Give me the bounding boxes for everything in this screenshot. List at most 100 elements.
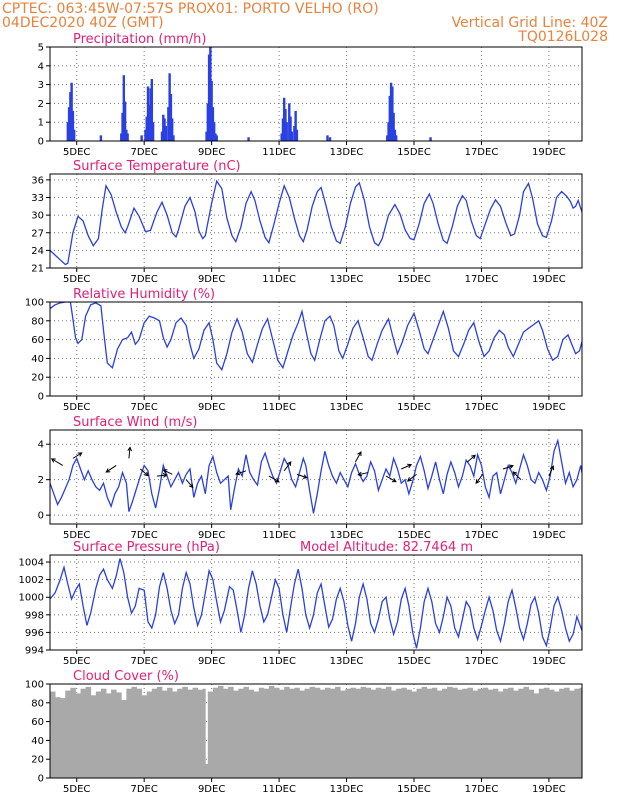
cloud-column-85: [477, 688, 484, 778]
cloud-xlabel-4: 13DEC: [330, 784, 364, 795]
rh-ylabel-1: 20: [31, 373, 44, 384]
cloud-column-78: [442, 688, 448, 778]
precip-xlabel-0: 5DEC: [63, 147, 90, 158]
precip-bar-22: [162, 114, 165, 141]
cloud-column-52: [309, 686, 316, 778]
wind-arrow-head-11: [302, 474, 308, 479]
precip-ylabel-0: 0: [38, 137, 44, 148]
wind-arrow-head-21: [549, 465, 555, 471]
wind-arrow-head-9: [274, 477, 280, 483]
cloud-xlabel-1: 7DEC: [130, 784, 157, 795]
temp-ylabel-3: 30: [31, 211, 44, 222]
precip-bar-48: [293, 125, 296, 141]
pres-title: Surface Pressure (hPa): [73, 540, 220, 555]
precip-bar-41: [281, 118, 285, 141]
wind-xlabel-4: 13DEC: [330, 530, 364, 541]
precip-bar-1: [67, 107, 71, 141]
wind-xlabel-5: 15DEC: [397, 530, 431, 541]
cloud-column-53: [314, 687, 321, 778]
pres-ylabel-5: 1004: [19, 558, 44, 569]
cloud-column-61: [355, 688, 361, 778]
header-run-date: 04DEC2020 40Z (GMT): [2, 15, 164, 31]
precip-panel: Precipitation (mm/h) 0 1 2 3 4 5 5DEC 7DEC 9DEC 11…: [38, 32, 583, 158]
precip-bar-9: [122, 75, 126, 141]
precip-title: Precipitation (mm/h): [73, 32, 206, 47]
cloud-column-56: [330, 688, 336, 778]
wind-arrow-15: [401, 464, 412, 470]
cloud-column-7: [85, 686, 92, 778]
cloud-column-32: [207, 691, 214, 778]
cloud-column-83: [467, 687, 473, 778]
precip-bar-4: [71, 110, 75, 141]
cloud-xlabel-2: 9DEC: [198, 784, 225, 795]
precip-bar-55: [388, 95, 392, 141]
cloud-column-92: [513, 690, 519, 778]
wind-arrow-head-8: [235, 470, 241, 476]
precip-bar-26: [168, 73, 171, 141]
precip-data: [66, 47, 432, 141]
cloud-column-21: [156, 686, 163, 778]
pres-xlabel-7: 19DEC: [532, 656, 566, 667]
cloud-column-6: [80, 688, 87, 778]
pres-ylabel-1: 996: [25, 628, 44, 639]
precip-bar-35: [211, 107, 215, 141]
cloud-column-73: [416, 688, 423, 778]
cloud-column-50: [299, 690, 305, 778]
cloud-column-96: [533, 693, 540, 778]
precip-xlabel-5: 15DEC: [397, 147, 431, 158]
rh-xlabel-0: 5DEC: [63, 402, 90, 413]
precip-bar-2: [69, 92, 72, 141]
rh-panel: Relative Humidity (%) 0 20 40 60 80 100 5DEC 7DE…: [25, 287, 583, 413]
cloud-column-8: [90, 695, 97, 778]
header-grid-line: Vertical Grid Line: 40Z: [452, 15, 608, 31]
cloud-column-103: [569, 690, 575, 778]
cloud-column-62: [360, 686, 367, 778]
precip-bar-34: [210, 80, 213, 141]
cloud-column-54: [319, 689, 326, 778]
cloud-column-10: [100, 688, 107, 778]
temp-ylabel-5: 36: [31, 175, 44, 186]
cloud-column-18: [141, 695, 148, 778]
precip-ylabel-3: 3: [38, 80, 44, 91]
precip-bar-21: [160, 131, 164, 141]
cloud-column-102: [564, 687, 570, 778]
cloud-xlabel-5: 15DEC: [397, 784, 431, 795]
precip-bar-10: [123, 101, 127, 141]
wind-arrow-head-12: [357, 451, 362, 457]
cloud-data: [50, 685, 582, 778]
rh-ylabel-3: 60: [31, 335, 44, 346]
precip-bar-13: [140, 135, 143, 141]
wind-ylabel-2: 4: [38, 440, 44, 451]
precip-bar-20: [151, 122, 155, 141]
precip-xlabel-7: 19DEC: [532, 147, 566, 158]
rh-ylabel-0: 0: [38, 392, 44, 403]
rh-line: [50, 302, 582, 372]
precip-bar-42: [282, 97, 286, 141]
rh-ylabel-2: 40: [31, 354, 44, 365]
cloud-column-1: [55, 697, 61, 778]
pres-ylabel-0: 994: [25, 646, 44, 657]
wind-arrow-8: [235, 470, 247, 475]
precip-bar-3: [70, 82, 73, 141]
precip-bar-38: [215, 135, 218, 141]
wind-arrow-13: [358, 472, 369, 476]
precip-xlabel-3: 11DEC: [262, 147, 296, 158]
rh-xlabel-2: 9DEC: [198, 402, 225, 413]
cloud-column-17: [136, 688, 143, 778]
precip-bar-27: [169, 94, 173, 141]
cloud-ylabel-2: 40: [31, 736, 44, 747]
cloud-column-44: [268, 685, 275, 778]
precip-bar-40: [280, 133, 283, 141]
pres-annotation: Model Altitude: 82.7464 m: [300, 540, 473, 555]
cloud-column-46: [279, 689, 285, 778]
precip-ylabel-4: 4: [38, 61, 44, 72]
cloud-column-13: [116, 692, 122, 778]
wind-arrow-11: [296, 473, 307, 479]
precip-bar-33: [209, 47, 212, 141]
cloud-column-74: [421, 686, 428, 778]
cloud-column-36: [228, 686, 234, 778]
cloud-column-97: [538, 688, 545, 778]
cloud-column-70: [401, 687, 407, 778]
wind-arrow-12: [355, 451, 362, 463]
temp-xlabel-5: 15DEC: [397, 274, 431, 285]
